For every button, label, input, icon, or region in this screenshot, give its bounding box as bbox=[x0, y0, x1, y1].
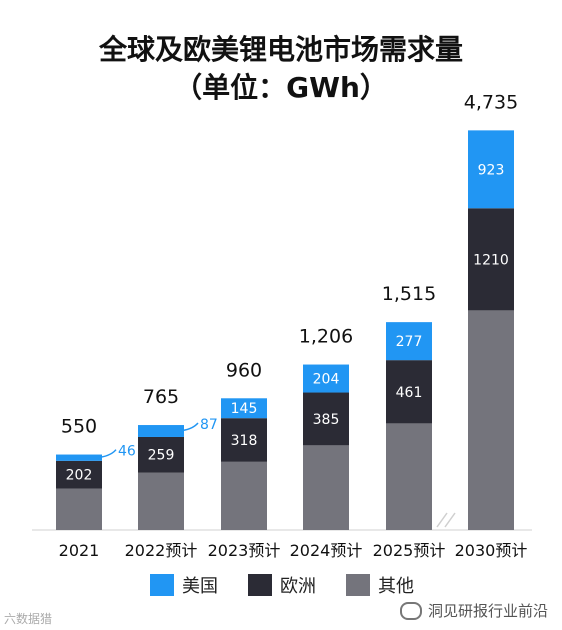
total-label: 765 bbox=[143, 386, 179, 408]
bar-eu bbox=[303, 392, 349, 446]
bar-other bbox=[468, 310, 514, 530]
chart-title: 全球及欧美锂电池市场需求量 bbox=[98, 33, 463, 66]
axis-break-mark bbox=[444, 512, 456, 528]
bar-eu bbox=[56, 460, 102, 489]
watermark-left: 六数据猎 bbox=[4, 612, 53, 626]
bar-us bbox=[138, 425, 184, 437]
total-label: 960 bbox=[226, 359, 262, 381]
legend-swatch-other bbox=[346, 574, 370, 596]
bar-other bbox=[303, 445, 349, 530]
watermark-right: 洞见研报行业前沿 bbox=[399, 600, 548, 621]
total-label: 1,206 bbox=[299, 326, 353, 348]
legend-label-eu: 欧洲 bbox=[280, 576, 316, 597]
legend-label-other: 其他 bbox=[378, 576, 414, 597]
legend-item-eu: 欧洲 bbox=[248, 572, 316, 598]
category-label: 2022预计 bbox=[125, 541, 198, 560]
bar-eu bbox=[468, 208, 514, 311]
bar-eu bbox=[386, 360, 432, 424]
data-label-eu: 202 bbox=[66, 468, 93, 484]
bar-us bbox=[56, 454, 102, 461]
data-label-eu: 318 bbox=[231, 433, 258, 449]
category-label: 2021 bbox=[59, 541, 100, 560]
category-label: 2030预计 bbox=[455, 541, 528, 560]
bar-other bbox=[386, 423, 432, 530]
total-label: 4,735 bbox=[464, 91, 518, 113]
callout-line bbox=[95, 449, 117, 459]
bar-eu bbox=[221, 418, 267, 462]
total-label: 550 bbox=[61, 416, 97, 438]
category-label: 2025预计 bbox=[373, 541, 446, 560]
data-label-us: 87 bbox=[200, 417, 218, 433]
bar-us bbox=[303, 364, 349, 393]
bar-us bbox=[386, 322, 432, 361]
bar-us bbox=[468, 130, 514, 209]
data-label-us: 145 bbox=[231, 401, 258, 417]
wechat-icon bbox=[399, 601, 422, 620]
legend: 美国 欧洲 其他 bbox=[150, 572, 414, 598]
data-label-us: 46 bbox=[118, 444, 136, 460]
callout-line bbox=[177, 422, 199, 432]
data-label-eu: 385 bbox=[313, 412, 340, 428]
data-label-us: 204 bbox=[313, 372, 340, 388]
category-label: 2023预计 bbox=[208, 541, 281, 560]
data-label-eu: 461 bbox=[396, 385, 423, 401]
bar-eu bbox=[138, 436, 184, 473]
bar-us bbox=[221, 398, 267, 419]
legend-swatch-eu bbox=[248, 574, 272, 596]
axis-break-mark bbox=[436, 512, 448, 528]
data-label-us: 277 bbox=[396, 334, 423, 350]
bar-other bbox=[56, 488, 102, 530]
data-label-us: 923 bbox=[478, 162, 505, 178]
data-label-eu: 1210 bbox=[473, 252, 509, 268]
bar-other bbox=[138, 472, 184, 530]
total-label: 1,515 bbox=[382, 283, 436, 305]
bar-other bbox=[221, 461, 267, 530]
legend-label-us: 美国 bbox=[182, 576, 218, 597]
legend-item-us: 美国 bbox=[150, 572, 218, 598]
legend-swatch-us bbox=[150, 574, 174, 596]
category-label: 2024预计 bbox=[290, 541, 363, 560]
data-label-eu: 259 bbox=[148, 448, 175, 464]
chart-subtitle: （单位：GWh） bbox=[174, 71, 388, 104]
watermark-right-text: 洞见研报行业前沿 bbox=[427, 602, 548, 620]
legend-item-other: 其他 bbox=[346, 572, 414, 598]
